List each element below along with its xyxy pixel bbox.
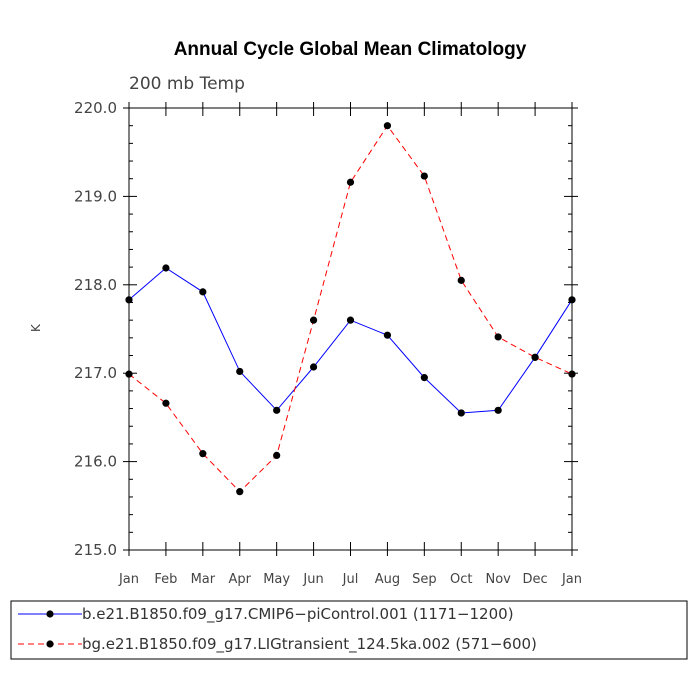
series-1-point [494,333,502,341]
legend-swatch-marker [46,640,54,648]
x-tick-label: Feb [154,572,177,587]
axes [128,107,573,551]
series-0-point [346,316,355,324]
x-tick-label: Jul [342,572,359,587]
series-0-point [125,296,133,304]
y-tick-label: 220.0 [74,99,117,117]
series-0-point [568,296,576,304]
series-1-point [309,316,318,324]
series-0-point [162,264,170,272]
series-1-point [199,450,207,458]
series-1-point [162,399,170,407]
y-ticks: 215.0 216.0 217.0 218.0 219.0 220.0 [74,99,578,559]
legend: b.e21.B1850.f09_g17.CMIP6−piControl.001 … [10,600,688,660]
y-tick-label: 215.0 [74,541,117,559]
plot-frame [128,107,573,551]
x-tick-label: Apr [229,572,252,587]
series-0-point [273,406,281,414]
series-1-point [383,122,392,130]
x-tick-label: Oct [450,572,472,587]
y-tick-label: 219.0 [74,187,117,205]
series-1-point [346,178,355,186]
x-tick-label: Jan [561,572,582,587]
series-1-point [568,370,576,378]
legend-box [10,600,688,660]
series-0-point [457,409,465,417]
series-1-point [236,488,244,496]
series-0-point [309,363,318,371]
x-tick-label: May [263,572,290,587]
series-1-point [531,353,539,361]
x-tick-label: Mar [191,572,216,587]
x-ticks: Jan Feb Mar Apr May Jun Jul Aug Sep Oct Nov Dec Jan [118,102,582,587]
series-0-point [236,367,244,376]
series-0-point [420,374,428,382]
x-tick-label: Sep [412,572,437,587]
series-layer [125,122,576,496]
chart-subtitle: 200 mb Temp [129,74,245,94]
x-tick-label: Jan [118,572,139,587]
x-tick-label: Dec [523,572,548,587]
x-tick-label: Nov [485,572,511,587]
series-0-point [494,406,502,414]
x-tick-label: Aug [375,572,400,587]
y-tick-label: 218.0 [74,276,117,294]
y-tick-label: 217.0 [74,364,117,382]
legend-entry: b.e21.B1850.f09_g17.CMIP6−piControl.001 … [82,605,514,624]
y-axis-label: K [29,323,43,332]
series-0-point [199,288,207,296]
series-1-point [273,451,281,460]
y-tick-label: 216.0 [74,453,117,471]
series-1-point [420,172,428,180]
x-tick-label: Jun [302,572,323,587]
series-1-point [125,370,133,378]
chart-title: Annual Cycle Global Mean Climatology [174,39,527,60]
legend-swatch-marker [46,610,54,618]
series-0-point [383,331,392,339]
series-1-point [457,276,465,284]
legend-entry: bg.e21.B1850.f09_g17.LIGtransient_124.5k… [82,635,537,654]
